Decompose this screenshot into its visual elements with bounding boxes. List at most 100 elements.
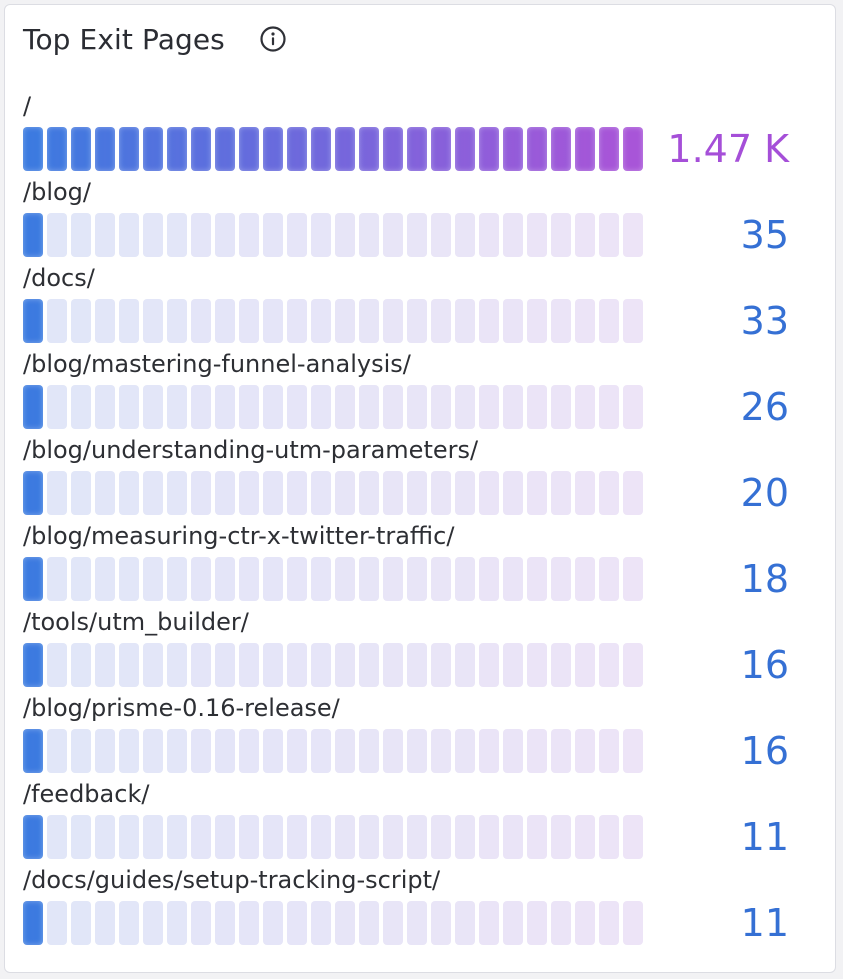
bar-segment-empty <box>239 557 259 601</box>
bar-segment-filled <box>407 127 427 171</box>
bar-segment-empty <box>623 557 643 601</box>
bar-segment-empty <box>143 557 163 601</box>
bar-segment-filled <box>23 815 43 859</box>
bar-segment-empty <box>359 557 379 601</box>
bar-segment-empty <box>143 901 163 945</box>
panel-header: Top Exit Pages <box>23 21 287 57</box>
bar-segment-empty <box>47 643 67 687</box>
bar-segment-empty <box>479 643 499 687</box>
bar-segment-empty <box>455 557 475 601</box>
list-item[interactable]: /tools/utm_builder/16 <box>23 607 793 693</box>
bar-segment-empty <box>527 901 547 945</box>
bar-segment-filled <box>167 127 187 171</box>
panel-title: Top Exit Pages <box>23 22 225 56</box>
bar-segment-empty <box>263 471 283 515</box>
bar-segment-empty <box>383 385 403 429</box>
list-item[interactable]: /blog/35 <box>23 177 793 263</box>
exit-pages-list: / 1.47 K/blog/35/docs/33/blog/mastering-f… <box>23 91 793 951</box>
bar-segment-empty <box>479 385 499 429</box>
bar-segment-filled <box>239 127 259 171</box>
bar-segment-empty <box>359 385 379 429</box>
bar-segment-empty <box>359 299 379 343</box>
bar-segment-empty <box>599 815 619 859</box>
bar-segment-empty <box>191 213 211 257</box>
list-item[interactable]: / 1.47 K <box>23 91 793 177</box>
exit-count-bar <box>23 557 643 601</box>
bar-segment-empty <box>95 643 115 687</box>
bar-segment-empty <box>503 557 523 601</box>
bar-segment-empty <box>383 729 403 773</box>
bar-segment-filled <box>623 127 643 171</box>
bar-segment-empty <box>119 471 139 515</box>
exit-count-bar <box>23 213 643 257</box>
bar-segment-filled <box>455 127 475 171</box>
bar-segment-empty <box>47 901 67 945</box>
bar-segment-empty <box>263 299 283 343</box>
bar-segment-empty <box>119 729 139 773</box>
bar-segment-empty <box>503 815 523 859</box>
info-icon[interactable] <box>259 25 287 53</box>
page-path-label: /blog/mastering-funnel-analysis/ <box>23 350 411 378</box>
bar-segment-empty <box>287 643 307 687</box>
bar-segment-empty <box>239 643 259 687</box>
bar-segment-empty <box>287 729 307 773</box>
bar-segment-empty <box>143 213 163 257</box>
bar-segment-empty <box>383 299 403 343</box>
bar-segment-empty <box>95 901 115 945</box>
page-path-label: / <box>23 92 32 120</box>
bar-segment-empty <box>431 557 451 601</box>
bar-segment-empty <box>335 557 355 601</box>
bar-segment-empty <box>383 643 403 687</box>
list-item[interactable]: /blog/measuring-ctr-x-twitter-traffic/18 <box>23 521 793 607</box>
bar-segment-empty <box>479 557 499 601</box>
bar-segment-empty <box>311 471 331 515</box>
bar-segment-filled <box>23 557 43 601</box>
bar-segment-empty <box>575 385 595 429</box>
page-path-label: /docs/guides/setup-tracking-script/ <box>23 866 441 894</box>
page-path-label: /feedback/ <box>23 780 150 808</box>
bar-segment-filled <box>119 127 139 171</box>
bar-segment-empty <box>71 299 91 343</box>
bar-segment-filled <box>95 127 115 171</box>
bar-segment-empty <box>215 385 235 429</box>
bar-segment-empty <box>71 729 91 773</box>
bar-segment-empty <box>215 471 235 515</box>
bar-segment-empty <box>575 901 595 945</box>
bar-segment-empty <box>503 901 523 945</box>
page-path-label: /docs/ <box>23 264 95 292</box>
bar-segment-empty <box>119 385 139 429</box>
bar-segment-empty <box>359 901 379 945</box>
bar-segment-empty <box>455 385 475 429</box>
list-item[interactable]: /docs/guides/setup-tracking-script/11 <box>23 865 793 951</box>
bar-segment-empty <box>551 385 571 429</box>
bar-segment-empty <box>503 385 523 429</box>
bar-segment-empty <box>359 213 379 257</box>
bar-segment-empty <box>335 385 355 429</box>
exit-count-bar <box>23 299 643 343</box>
bar-segment-empty <box>623 729 643 773</box>
bar-segment-empty <box>215 213 235 257</box>
bar-segment-empty <box>359 643 379 687</box>
bar-segment-empty <box>407 299 427 343</box>
bar-segment-empty <box>47 557 67 601</box>
bar-segment-empty <box>599 557 619 601</box>
bar-segment-filled <box>23 299 43 343</box>
bar-segment-empty <box>335 901 355 945</box>
list-item[interactable]: /feedback/11 <box>23 779 793 865</box>
list-item[interactable]: /blog/prisme-0.16-release/16 <box>23 693 793 779</box>
bar-segment-empty <box>167 729 187 773</box>
bar-segment-empty <box>239 385 259 429</box>
bar-segment-empty <box>383 901 403 945</box>
list-item[interactable]: /blog/understanding-utm-parameters/20 <box>23 435 793 521</box>
bar-segment-empty <box>143 729 163 773</box>
bar-segment-empty <box>167 471 187 515</box>
bar-segment-empty <box>599 643 619 687</box>
bar-segment-empty <box>191 299 211 343</box>
bar-segment-empty <box>143 643 163 687</box>
list-item[interactable]: /blog/mastering-funnel-analysis/26 <box>23 349 793 435</box>
list-item[interactable]: /docs/33 <box>23 263 793 349</box>
bar-segment-empty <box>407 901 427 945</box>
bar-segment-empty <box>455 815 475 859</box>
bar-segment-empty <box>407 557 427 601</box>
bar-segment-empty <box>623 213 643 257</box>
